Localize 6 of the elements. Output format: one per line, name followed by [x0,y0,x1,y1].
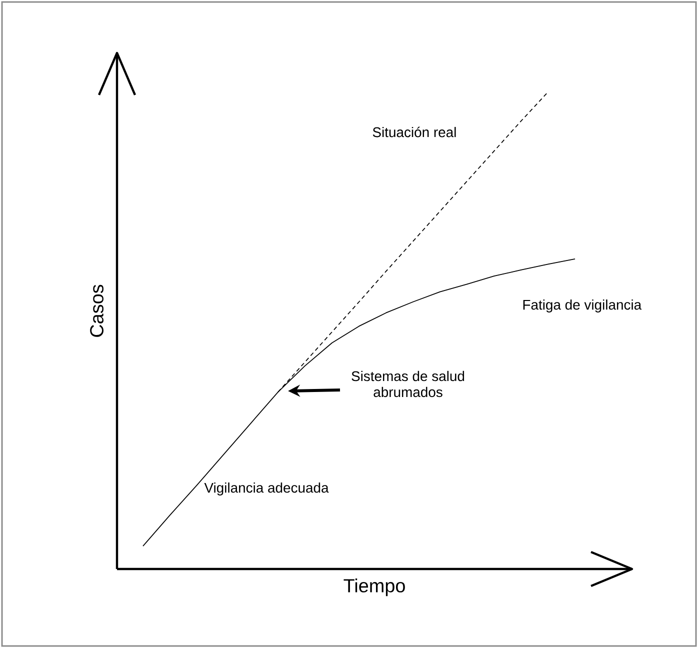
annotation: Fatiga de vigilancia [523,299,642,312]
annotation: Situación real [372,126,456,138]
annotation: Vigilancia adecuada [204,482,329,496]
x-axis-title: Tiempo [344,578,405,596]
annotation: Sistemas de salud abrumados [352,370,464,398]
y-axis-title: Casos [90,284,104,337]
